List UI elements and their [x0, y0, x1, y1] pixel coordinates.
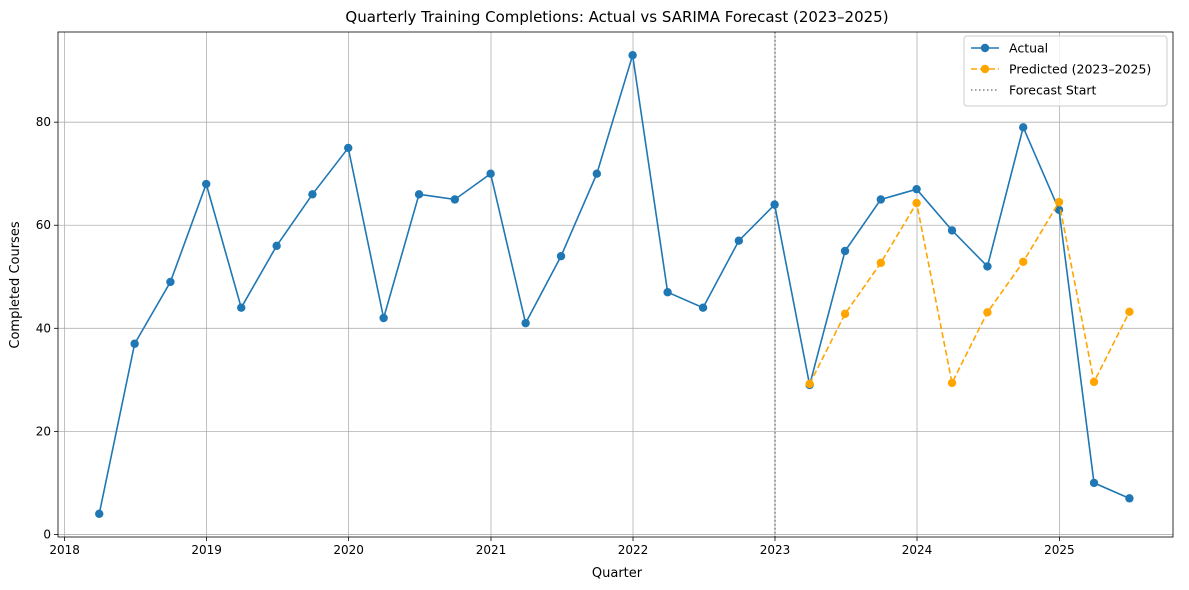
data-point	[663, 288, 672, 297]
data-point	[130, 339, 139, 348]
legend-label: Predicted (2023–2025)	[1009, 62, 1151, 77]
x-tick-label: 2018	[49, 543, 80, 557]
x-tick-label: 2025	[1044, 543, 1075, 557]
data-point	[556, 251, 566, 261]
plot-area	[57, 31, 1174, 538]
data-point	[414, 190, 424, 199]
data-point	[1089, 377, 1099, 387]
data-point	[272, 241, 281, 251]
data-point	[308, 190, 317, 199]
data-point	[698, 303, 708, 312]
data-point	[983, 262, 992, 271]
x-tick-label: 2021	[476, 543, 507, 557]
data-point	[379, 313, 388, 323]
plot-background	[58, 32, 1173, 537]
data-point	[202, 179, 211, 189]
data-point	[876, 195, 886, 204]
data-point	[734, 236, 744, 245]
chart-title: Quarterly Training Completions: Actual v…	[345, 8, 888, 26]
data-point	[521, 318, 530, 328]
data-point	[344, 143, 353, 153]
series-actual	[95, 50, 1134, 519]
data-point	[450, 195, 460, 204]
x-tick-label: 2023	[760, 543, 791, 557]
data-point	[1125, 494, 1134, 503]
series-line	[808, 199, 1131, 386]
data-point	[947, 378, 957, 388]
y-axis-label: Completed Courses	[8, 221, 23, 348]
x-tick-label: 2020	[333, 543, 364, 557]
legend-label: Actual	[1009, 41, 1048, 56]
legend-label: Forecast Start	[1009, 83, 1097, 98]
data-point	[770, 200, 779, 209]
y-tick-label: 40	[36, 321, 51, 335]
data-point	[628, 50, 637, 60]
data-point	[1019, 123, 1028, 132]
x-axis-label: Quarter	[592, 566, 643, 581]
data-point	[983, 308, 992, 317]
data-point	[1054, 197, 1064, 207]
data-point	[840, 246, 850, 256]
data-point	[947, 226, 957, 235]
data-point	[486, 169, 495, 178]
data-point	[592, 169, 602, 178]
y-tick-label: 80	[36, 115, 51, 129]
legend-box	[963, 35, 1168, 107]
plot-frame	[57, 31, 1174, 538]
data-point	[1125, 307, 1134, 317]
data-point	[237, 303, 246, 312]
series-line	[98, 54, 1130, 514]
y-tick-label: 20	[36, 424, 51, 438]
y-axis: 0 20 40 60 80	[36, 115, 58, 541]
y-gridlines	[58, 121, 1173, 535]
data-point	[95, 509, 104, 519]
y-tick-label: 60	[36, 218, 51, 232]
legend-marker	[980, 43, 990, 53]
x-tick-label: 2024	[902, 543, 933, 557]
y-tick-label: 0	[43, 527, 51, 541]
data-point	[1019, 257, 1028, 267]
x-tick-label: 2022	[618, 543, 649, 557]
series-predicted	[805, 197, 1134, 389]
x-tick-label: 2019	[191, 543, 222, 557]
series-layer	[95, 50, 1134, 519]
data-point	[912, 198, 921, 208]
data-point	[912, 184, 921, 194]
data-point	[840, 309, 850, 319]
x-axis: 2018 2019 2020 2021 2022 2023 2024 2025	[49, 537, 1075, 557]
data-point	[805, 379, 814, 389]
data-point	[876, 258, 886, 268]
legend: Actual Predicted (2023–2025) Forecast Star…	[963, 35, 1168, 107]
data-point	[166, 277, 175, 287]
legend-marker	[980, 64, 990, 74]
data-point	[1089, 478, 1099, 488]
